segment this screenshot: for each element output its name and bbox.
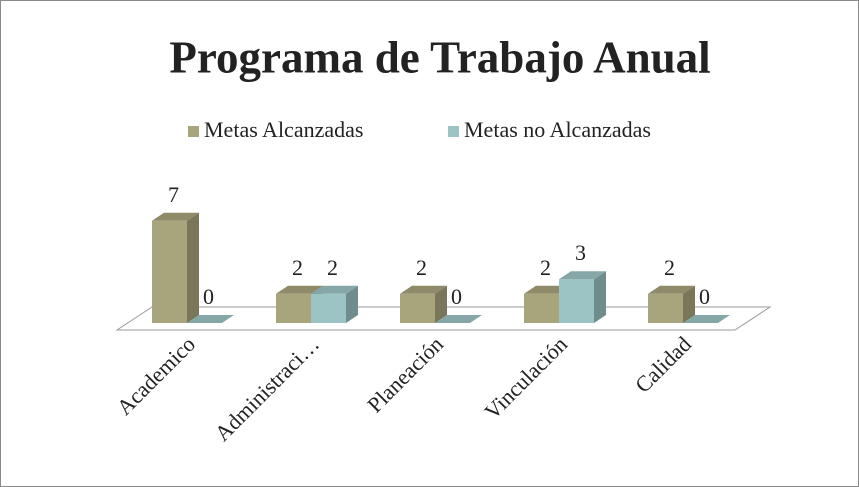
data-label: 7: [168, 182, 179, 207]
bar-front: [400, 293, 435, 323]
bar: [400, 285, 447, 323]
bar-front: [276, 293, 311, 323]
bar-front: [559, 279, 594, 323]
data-label: 3: [575, 240, 586, 265]
bar-front: [524, 293, 559, 323]
data-label: 2: [327, 255, 338, 280]
bar-side: [594, 271, 606, 323]
bar: [311, 285, 358, 323]
bar-top: [311, 285, 358, 294]
legend-label: Metas Alcanzadas: [204, 117, 363, 142]
legend-swatch: [188, 126, 199, 137]
data-label: 0: [699, 284, 710, 309]
data-label: 2: [540, 255, 551, 280]
bar-top: [152, 212, 199, 221]
bar: [152, 212, 199, 323]
bar-top: [187, 315, 234, 323]
bar: [187, 315, 234, 323]
data-label: 2: [664, 255, 675, 280]
bar-front: [311, 293, 346, 323]
data-label: 2: [416, 255, 427, 280]
bar-top: [276, 285, 323, 294]
legend-label: Metas no Alcanzadas: [464, 117, 651, 142]
bar-side: [435, 285, 447, 323]
bar: [559, 271, 606, 323]
bar-side: [187, 212, 199, 323]
bar-top: [559, 271, 606, 280]
chart-title: Programa de Trabajo Anual: [169, 32, 710, 82]
bar-top: [648, 285, 695, 294]
bar: [648, 285, 695, 323]
bar-top: [683, 315, 730, 323]
bar-front: [648, 293, 683, 323]
bar: [435, 315, 482, 323]
bar: [683, 315, 730, 323]
data-label: 0: [451, 284, 462, 309]
legend-swatch: [448, 126, 459, 137]
bar-top: [435, 315, 482, 323]
data-label: 2: [292, 255, 303, 280]
bar-top: [400, 285, 447, 294]
bar-side: [346, 285, 358, 323]
bar-front: [152, 220, 187, 323]
bar-side: [683, 285, 695, 323]
data-label: 0: [203, 284, 214, 309]
